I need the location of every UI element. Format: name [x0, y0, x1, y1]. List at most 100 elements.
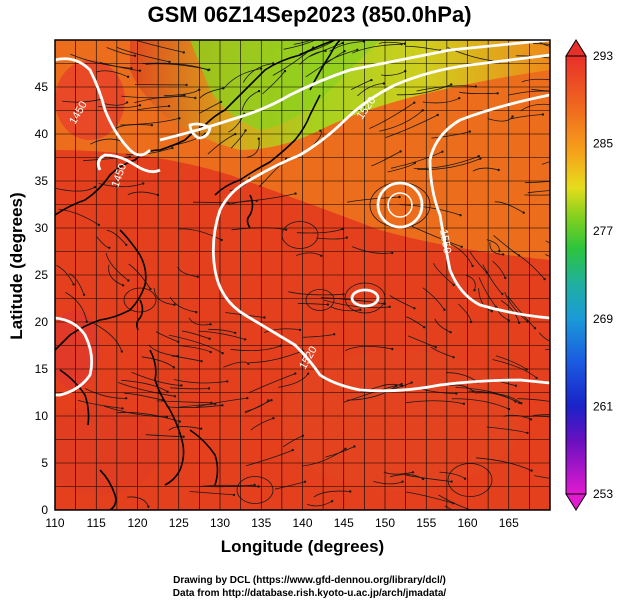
streamline-arrow: [121, 407, 124, 410]
streamline: [407, 335, 436, 348]
y-axis-label: Latitude (degrees): [7, 192, 26, 340]
streamline-arrow: [450, 480, 453, 483]
streamline-arrow: [171, 146, 174, 150]
streamline: [148, 344, 178, 357]
streamline-arrow: [356, 48, 359, 51]
streamline: [330, 306, 361, 312]
streamline-arrow: [182, 435, 185, 438]
streamline: [199, 87, 224, 99]
streamline: [541, 161, 550, 165]
streamline: [141, 356, 175, 368]
streamline-arrow: [263, 316, 266, 319]
streamline: [222, 68, 262, 90]
streamline-arrow: [178, 420, 181, 423]
streamline: [283, 40, 317, 50]
streamline: [77, 400, 123, 409]
streamline: [487, 116, 513, 122]
streamline-arrow: [496, 92, 499, 95]
streamline: [199, 101, 222, 114]
streamline-arrow: [182, 51, 185, 54]
streamline-arrow: [244, 129, 247, 132]
x-tick-label: 110: [45, 516, 64, 530]
plot-frame: [54, 39, 551, 511]
streamline-arrow: [210, 401, 213, 404]
streamline-arrow: [556, 104, 558, 106]
streamline-arrow: [498, 249, 501, 253]
x-tick-label: 140: [292, 516, 312, 530]
streamline-arrow: [413, 101, 416, 104]
streamline: [486, 239, 500, 252]
streamline: [413, 155, 479, 170]
streamline: [416, 85, 476, 92]
x-tick-labels: 110 115 120 125 130 135 140 145 150 155 160 165: [45, 516, 519, 530]
streamline: [500, 300, 520, 323]
streamline-arrow: [125, 243, 128, 247]
streamline: [108, 264, 124, 286]
streamline-arrow: [121, 284, 125, 287]
streamline: [262, 70, 286, 95]
x-tick-label: 130: [210, 516, 230, 530]
streamline: [422, 97, 460, 104]
streamline-arrow: [195, 311, 198, 314]
x-tick-label: 155: [416, 516, 436, 530]
streamline-arrow: [530, 469, 533, 472]
streamline: [137, 105, 170, 111]
streamline-arrow: [326, 303, 330, 306]
streamline: [444, 505, 453, 510]
streamline: [297, 303, 328, 305]
streamline: [323, 299, 390, 309]
streamline: [188, 317, 211, 326]
streamline: [62, 98, 102, 103]
streamline-arrow: [474, 85, 477, 88]
streamline: [379, 110, 424, 132]
streamline: [296, 252, 322, 257]
x-tick-label: 165: [499, 516, 519, 530]
streamline: [170, 387, 210, 390]
streamline-arrow: [514, 384, 518, 387]
streamline-arrow: [172, 366, 175, 369]
streamline-arrow: [473, 289, 476, 292]
streamline: [90, 138, 122, 145]
streamline-arrow: [452, 356, 455, 359]
colorbar-label: 285: [593, 137, 613, 151]
streamline: [106, 47, 135, 57]
streamline: [244, 400, 269, 413]
streamline: [116, 46, 170, 63]
streamline-arrow: [462, 402, 466, 405]
x-axis-label: Longitude (degrees): [220, 537, 385, 556]
x-tick-label: 115: [87, 516, 106, 530]
streamline: [121, 379, 168, 393]
x-tick-label: 125: [169, 516, 189, 530]
streamline-arrow: [526, 320, 529, 323]
streamline-arrow: [219, 100, 223, 104]
streamline-arrow: [525, 368, 528, 371]
streamline-arrow: [165, 415, 169, 419]
streamline: [229, 193, 296, 204]
streamline: [84, 388, 127, 399]
streamline: [179, 403, 216, 408]
streamline: [247, 138, 260, 158]
streamline: [494, 201, 524, 214]
streamline: [168, 334, 223, 354]
streamline: [155, 331, 179, 343]
streamline-arrow: [221, 404, 224, 407]
streamline-arrow: [284, 228, 288, 231]
streamline: [352, 43, 402, 54]
streamline-arrow: [319, 129, 322, 132]
streamline: [383, 471, 414, 475]
streamline-arrow: [306, 372, 310, 375]
streamline: [120, 117, 180, 126]
streamline-arrow: [147, 505, 150, 508]
streamline: [128, 263, 151, 290]
streamline-arrow: [479, 157, 482, 160]
streamline-arrow: [173, 395, 177, 398]
credit-drawing: Drawing by DCL (https://www.gfd-dennou.o…: [173, 575, 446, 586]
streamline-arrow: [97, 223, 101, 227]
streamline-arrow: [450, 83, 453, 86]
streamline: [524, 180, 550, 184]
streamline: [482, 264, 503, 295]
streamline-arrow: [388, 305, 391, 308]
streamline: [56, 265, 74, 285]
streamline-arrow: [338, 37, 340, 39]
